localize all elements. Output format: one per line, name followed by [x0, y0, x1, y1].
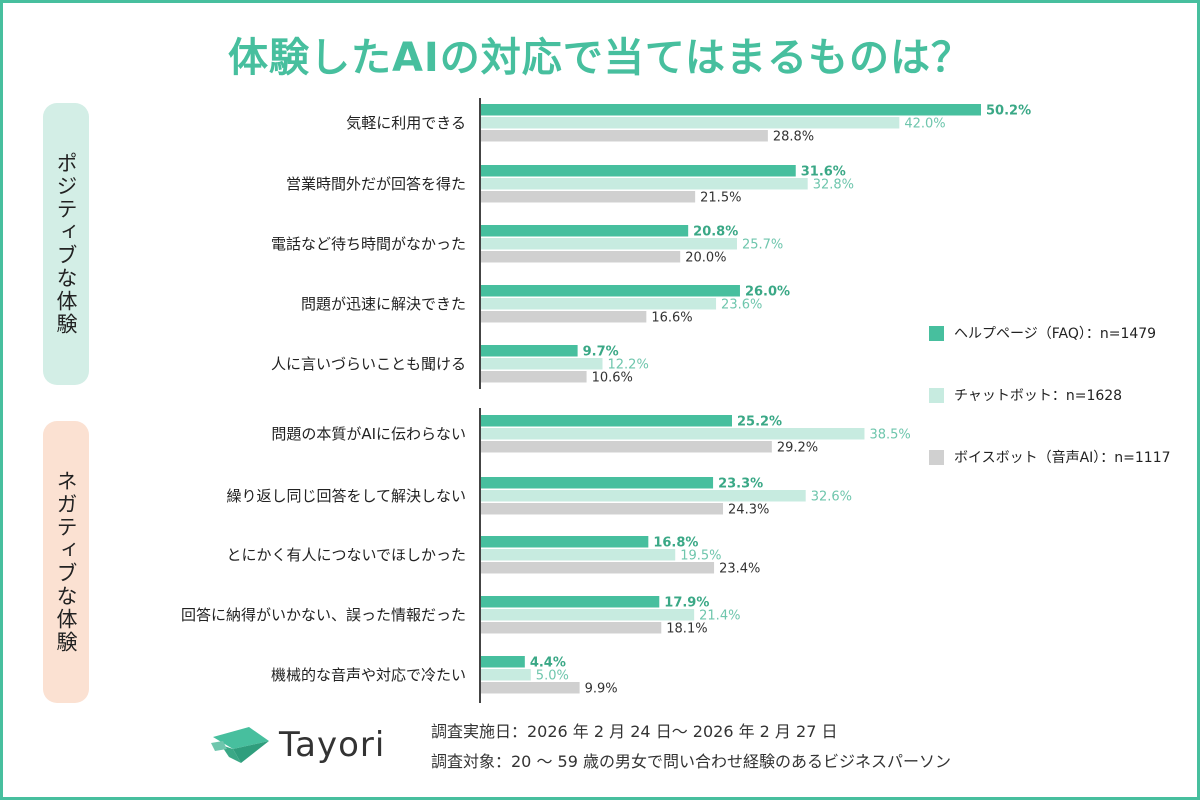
data-label: 5.0%	[536, 669, 569, 684]
data-label: 21.5%	[700, 191, 741, 206]
bar	[481, 165, 796, 177]
bar	[481, 490, 806, 502]
bar	[481, 311, 647, 323]
bar	[481, 130, 768, 142]
data-label: 21.4%	[699, 609, 740, 624]
category-label: 繰り返し同じ回答をして解決しない	[226, 487, 466, 505]
data-label: 10.6%	[592, 371, 633, 386]
data-label: 42.0%	[904, 117, 945, 132]
data-label: 31.6%	[801, 165, 846, 180]
negative-group-label: ネガティブな体験	[43, 421, 89, 703]
legend-swatch-voicebot	[929, 449, 944, 465]
legend-item-chatbot: チャットボット：n=1628	[929, 385, 1122, 405]
bar	[481, 622, 662, 634]
data-label: 9.7%	[583, 345, 619, 360]
legend-item-faq: ヘルプページ（FAQ）：n=1479	[929, 323, 1156, 343]
data-label: 20.0%	[685, 251, 726, 266]
data-label: 23.3%	[718, 477, 763, 492]
bar	[481, 104, 981, 116]
data-label: 23.4%	[719, 562, 760, 577]
bar	[481, 562, 715, 574]
bar	[481, 358, 603, 370]
page-title: 体験したAIの対応で当てはまるものは？	[227, 35, 973, 81]
legend-label-faq: ヘルプページ（FAQ）：n=1479	[954, 326, 1157, 342]
bar	[481, 345, 578, 357]
tayori-logo: Tayori	[211, 723, 385, 767]
survey-notes: 調査実施日：2026 年 2 月 24 日～ 2026 年 2 月 27 日 調…	[431, 717, 951, 777]
data-label: 32.6%	[811, 490, 852, 505]
bar	[481, 477, 714, 489]
positive-group-text: ポジティブな体験	[54, 152, 78, 336]
survey-date: 調査実施日：2026 年 2 月 24 日～ 2026 年 2 月 27 日	[431, 722, 838, 741]
bar	[481, 298, 717, 310]
bar	[481, 596, 660, 608]
category-label: 問題の本質がAIに伝わらない	[271, 425, 466, 443]
data-label: 25.7%	[742, 238, 783, 253]
category-label: 問題が迅速に解決できた	[301, 295, 466, 313]
data-label: 32.8%	[813, 178, 854, 193]
bar	[481, 117, 900, 129]
data-label: 25.2%	[737, 415, 782, 430]
category-label: 気軽に利用できる	[346, 114, 466, 132]
data-label: 29.2%	[777, 441, 818, 456]
data-label: 24.3%	[728, 503, 769, 518]
bar	[481, 251, 681, 263]
bar	[481, 225, 689, 237]
bar	[481, 549, 676, 561]
data-label: 20.8%	[693, 225, 738, 240]
legend-label-chatbot: チャットボット：n=1628	[954, 388, 1123, 404]
negative-group-text: ネガティブな体験	[54, 470, 78, 654]
bar	[481, 178, 808, 190]
data-label: 26.0%	[745, 285, 790, 300]
bar	[481, 536, 649, 548]
data-label: 50.2%	[986, 104, 1031, 119]
bar	[481, 191, 696, 203]
bar	[481, 656, 525, 668]
category-label: 営業時間外だが回答を得た	[286, 175, 466, 193]
legend-swatch-faq	[929, 325, 944, 341]
bar	[481, 503, 724, 515]
logo-wordmark: Tayori	[279, 725, 386, 765]
bar	[481, 669, 531, 681]
data-label: 12.2%	[608, 358, 649, 373]
positive-group-label: ポジティブな体験	[43, 103, 89, 385]
bar	[481, 285, 740, 297]
category-label: 回答に納得がいかない、誤った情報だった	[181, 606, 466, 624]
paper-plane-icon	[211, 727, 269, 763]
category-label: とにかく有人につないでほしかった	[226, 546, 466, 564]
legend-label-voicebot: ボイスボット（音声AI）：n=1117	[954, 450, 1171, 466]
survey-target: 調査対象：20 ～ 59 歳の男女で問い合わせ経験のあるビジネスパーソン	[431, 752, 951, 771]
data-label: 23.6%	[721, 298, 762, 313]
bar-chart: 気軽に利用できる 50.2% 42.0% 28.8% 営業時間外だが回答を得た 31.6%…	[181, 98, 1031, 703]
data-label: 28.8%	[773, 130, 814, 145]
bar	[481, 441, 772, 453]
bar	[481, 415, 732, 427]
data-label: 16.8%	[653, 536, 698, 551]
data-label: 18.1%	[666, 622, 707, 637]
bar	[481, 682, 580, 694]
bar	[481, 428, 865, 440]
data-label: 9.9%	[585, 682, 618, 697]
data-label: 38.5%	[869, 428, 910, 443]
bar	[481, 238, 737, 250]
data-label: 19.5%	[680, 549, 721, 564]
bar	[481, 609, 695, 621]
data-label: 4.4%	[530, 656, 566, 671]
legend-item-voicebot: ボイスボット（音声AI）：n=1117	[929, 447, 1171, 467]
category-label: 機械的な音声や対応で冷たい	[271, 666, 466, 684]
category-label: 人に言いづらいことも聞ける	[271, 355, 466, 373]
bar	[481, 371, 587, 383]
legend-swatch-chatbot	[929, 387, 944, 403]
category-label: 電話など待ち時間がなかった	[271, 235, 466, 253]
data-label: 17.9%	[664, 596, 709, 611]
data-label: 16.6%	[651, 311, 692, 326]
